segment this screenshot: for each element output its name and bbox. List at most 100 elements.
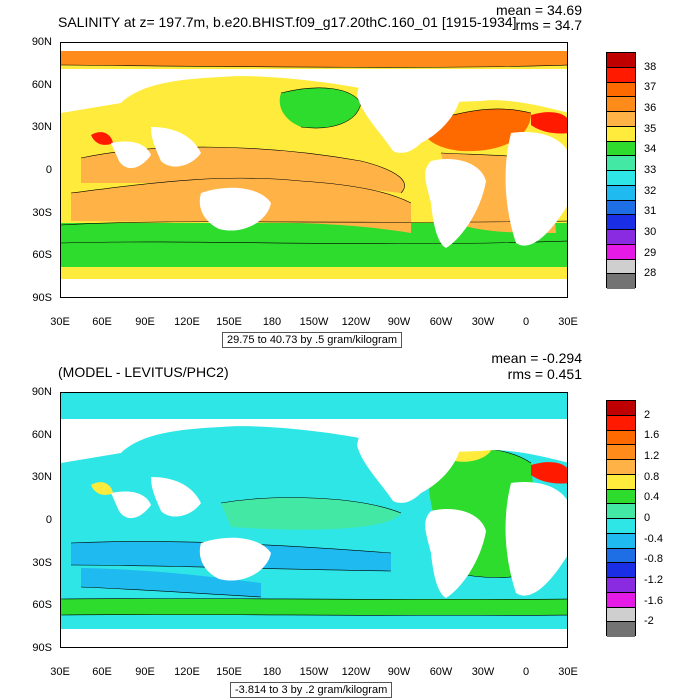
lon-label: 90E: [135, 316, 155, 328]
south-indian-deep: [81, 568, 261, 597]
colorbar-box: [607, 126, 635, 142]
colorbar-box: [607, 171, 635, 186]
colorbar: [606, 52, 636, 289]
colorbar-label: 29: [644, 246, 657, 259]
colorbar: [606, 400, 636, 637]
colorbar-box: [607, 67, 635, 83]
colorbar-label: -0.8: [644, 553, 663, 566]
lat-label-0: 0: [45, 514, 52, 526]
lon-label: 30W: [471, 316, 495, 328]
colorbar-box: [607, 474, 635, 490]
land-mask: [61, 69, 567, 297]
continent-india: [111, 141, 151, 169]
north-pacific-fresh: [279, 87, 361, 128]
colorbar-box: [607, 430, 635, 446]
lat-label-90s: 90S: [32, 292, 52, 304]
lat-label-30s: 30S: [32, 207, 52, 219]
rms-value: rms = 34.7: [515, 17, 582, 33]
continent-antarctica: [61, 629, 567, 647]
colorbar-box: [607, 548, 635, 564]
lon-label: 30E: [558, 316, 578, 328]
map-plot-area: [60, 42, 568, 298]
colorbar-label: 28: [644, 267, 657, 280]
lon-label: 120W: [341, 316, 371, 328]
lat-label-30n: 30N: [31, 471, 52, 483]
lon-label: 30E: [558, 666, 578, 678]
lon-label: 120E: [174, 666, 200, 678]
lon-label: 60E: [92, 666, 112, 678]
salinity-map-panel: SALINITY at z= 197.7m, b.e20.BHIST.f09_g…: [31, 2, 657, 348]
continent-south-america: [425, 159, 486, 248]
lat-label-90s: 90S: [32, 642, 52, 654]
lon-label: 0: [522, 666, 530, 678]
lon-label: 150W: [299, 316, 329, 328]
colorbar-label: -2: [644, 615, 654, 628]
colorbar-label: -1.6: [644, 594, 663, 607]
colorbar-label: 0: [644, 512, 651, 524]
colorbar-label: 33: [644, 164, 657, 176]
land-mask: [61, 419, 567, 647]
continent-north-america: [357, 425, 461, 503]
continent-north-america: [357, 75, 461, 153]
lon-label: 180: [262, 666, 282, 678]
colorbar-label: 36: [644, 102, 657, 115]
lat-label-90n: 90N: [31, 36, 52, 48]
colorbar-box: [607, 215, 635, 230]
continent-africa: [505, 482, 567, 596]
lon-label: 120W: [341, 666, 371, 678]
lon-label: 60W: [429, 666, 453, 678]
arctic-salty: [61, 51, 567, 68]
lon-label: 60W: [429, 316, 453, 328]
contour-range-label: -3.814 to 3 by .2 gram/kilogram: [230, 682, 393, 698]
colorbar-box: [607, 156, 635, 171]
rms-value: rms = 0.451: [507, 366, 582, 382]
lat-label-60s: 60S: [32, 249, 52, 261]
continent-india: [111, 491, 151, 519]
lon-label: 150E: [216, 666, 242, 678]
colorbar-box: [607, 563, 635, 578]
lon-label: 90W: [387, 316, 411, 328]
lon-label: 150W: [299, 666, 329, 678]
map-title: (MODEL - LEVITUS/PHC2): [58, 364, 229, 380]
colorbar-label: 2: [644, 408, 651, 421]
colorbar-label: 0.4: [644, 491, 660, 504]
colorbar-box: [607, 230, 635, 245]
lat-label-30s: 30S: [32, 557, 52, 569]
colorbar-box: [607, 141, 635, 157]
colorbar-box: [607, 592, 635, 608]
map-title: SALINITY at z= 197.7m, b.e20.BHIST.f09_g…: [58, 14, 517, 30]
colorbar-label: 0.8: [644, 470, 660, 483]
colorbar-label: 31: [644, 205, 657, 218]
colorbar-box: [607, 445, 635, 460]
mediterranean-hot: [531, 462, 567, 484]
colorbar-label: 38: [644, 60, 657, 73]
colorbar-box: [607, 460, 635, 475]
colorbar-label: 32: [644, 184, 657, 197]
lon-label: 30W: [471, 666, 495, 678]
colorbar-label: -1.2: [644, 573, 663, 586]
difference-map-panel: (MODEL - LEVITUS/PHC2) mean = -0.294 rms…: [0, 350, 700, 700]
colorbar-box: [607, 82, 635, 98]
continent-antarctica: [61, 279, 567, 297]
lon-label: 90W: [387, 666, 411, 678]
colorbar-label: 37: [644, 81, 657, 94]
south-polar-band: [61, 267, 567, 279]
mean-value: mean = -0.294: [491, 350, 582, 366]
colorbar-box: [607, 607, 635, 623]
lat-label-60s: 60S: [32, 599, 52, 611]
lon-label: 30E: [50, 666, 70, 678]
colorbar-box: [607, 519, 635, 534]
continent-australia: [199, 187, 271, 231]
colorbar-label: 30: [644, 225, 657, 238]
lat-label-60n: 60N: [31, 429, 52, 441]
colorbar-box: [607, 259, 635, 275]
colorbar-box: [607, 415, 635, 431]
colorbar-box: [607, 200, 635, 216]
difference-field: [61, 393, 567, 647]
colorbar-box: [607, 97, 635, 112]
lat-label-30n: 30N: [31, 121, 52, 133]
contour-range-label: 29.75 to 40.73 by .5 gram/kilogram: [222, 332, 402, 348]
map-plot-area: [60, 392, 568, 648]
mean-value: mean = 34.69: [495, 2, 582, 18]
lon-label: 0: [522, 316, 530, 328]
